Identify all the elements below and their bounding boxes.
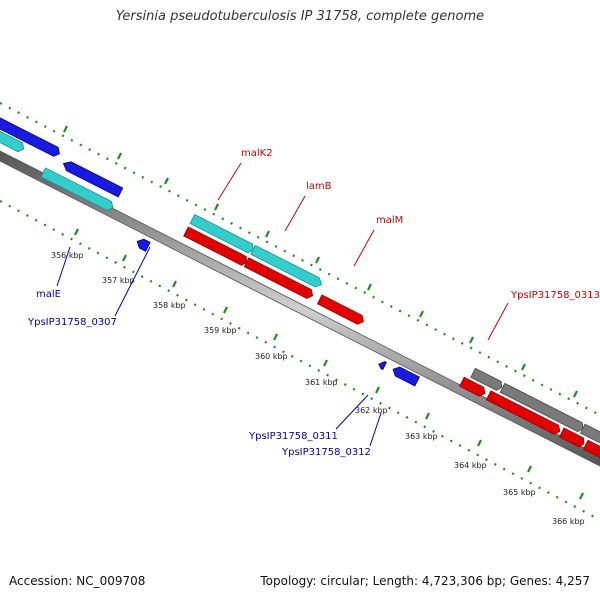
- tick-label: 360 kbp: [255, 352, 288, 361]
- callout-YpsIP31758_0312: [369, 412, 382, 447]
- callout-malE: [56, 246, 71, 287]
- tick-label: 361 kbp: [305, 378, 338, 387]
- gene-malK2[interactable]: [189, 213, 255, 255]
- tick-label: 358 kbp: [153, 301, 186, 310]
- tick-label: 363 kbp: [405, 432, 438, 441]
- callout-YpsIP31758_0311: [335, 394, 369, 430]
- gene-red-2[interactable]: [243, 257, 315, 300]
- gene-label-YpsIP31758_0313[interactable]: YpsIP31758_0313: [510, 290, 600, 301]
- gene-cyan-malE[interactable]: [40, 167, 115, 212]
- gene-label-malM[interactable]: malM: [376, 215, 403, 226]
- tick-label: 356 kbp: [51, 251, 84, 260]
- tick-label: 357 kbp: [102, 276, 135, 285]
- gene-red-5[interactable]: [485, 390, 562, 436]
- callout-YpsIP31758_0307: [114, 246, 151, 317]
- tick-label: 364 kbp: [454, 461, 487, 470]
- gene-label-YpsIP31758_0312[interactable]: YpsIP31758_0312: [281, 447, 371, 458]
- gene-YpsIP31758_0311[interactable]: [377, 360, 387, 371]
- gene-label-malK2[interactable]: malK2: [241, 148, 273, 159]
- inner-ticks: [74, 228, 584, 500]
- tick-label: 362 kbp: [355, 406, 388, 415]
- gene-label-YpsIP31758_0311[interactable]: YpsIP31758_0311: [248, 431, 338, 442]
- map-title: Yersinia pseudotuberculosis IP 31758, co…: [115, 9, 485, 24]
- gene-YpsIP31758_0312[interactable]: [391, 365, 420, 387]
- genome-backbone: [0, 150, 600, 467]
- tick-label: 359 kbp: [204, 326, 237, 335]
- callout-malM: [353, 229, 375, 267]
- gene-gray-right[interactable]: [579, 423, 600, 460]
- tick-label: 365 kbp: [503, 488, 536, 497]
- gene-YpsIP31758_0313-a[interactable]: [470, 367, 504, 391]
- callout-YpsIP31758_0313: [487, 302, 509, 341]
- gene-red-1[interactable]: [183, 226, 249, 267]
- gene-YpsIP31758_0307[interactable]: [135, 237, 151, 252]
- topology-text: Topology: circular; Length: 4,723,306 bp…: [260, 574, 590, 588]
- inner-dotted-track: [0, 200, 600, 521]
- tick-label: 366 kbp: [552, 517, 585, 526]
- gene-label-YpsIP31758_0307[interactable]: YpsIP31758_0307: [27, 317, 117, 328]
- outer-dotted-track: [0, 102, 600, 416]
- gene-label-malE[interactable]: malE: [36, 289, 61, 300]
- gene-YpsIP31758_0313-b[interactable]: [499, 382, 585, 433]
- gene-red-4[interactable]: [459, 376, 488, 398]
- gene-red-6[interactable]: [558, 427, 586, 448]
- accession-text: Accession: NC_009708: [9, 574, 146, 588]
- gene-red-7[interactable]: [582, 439, 600, 472]
- gene-cyan-left[interactable]: [0, 126, 26, 153]
- callout-lamB: [284, 195, 306, 232]
- outer-ticks: [63, 125, 578, 398]
- gene-malM[interactable]: [316, 294, 365, 326]
- gene-blue-left[interactable]: [0, 116, 62, 159]
- gene-label-lamB[interactable]: lamB: [306, 181, 332, 192]
- callout-malK2: [217, 162, 242, 201]
- gene-malE[interactable]: [61, 159, 124, 198]
- gene-lamB[interactable]: [250, 244, 324, 289]
